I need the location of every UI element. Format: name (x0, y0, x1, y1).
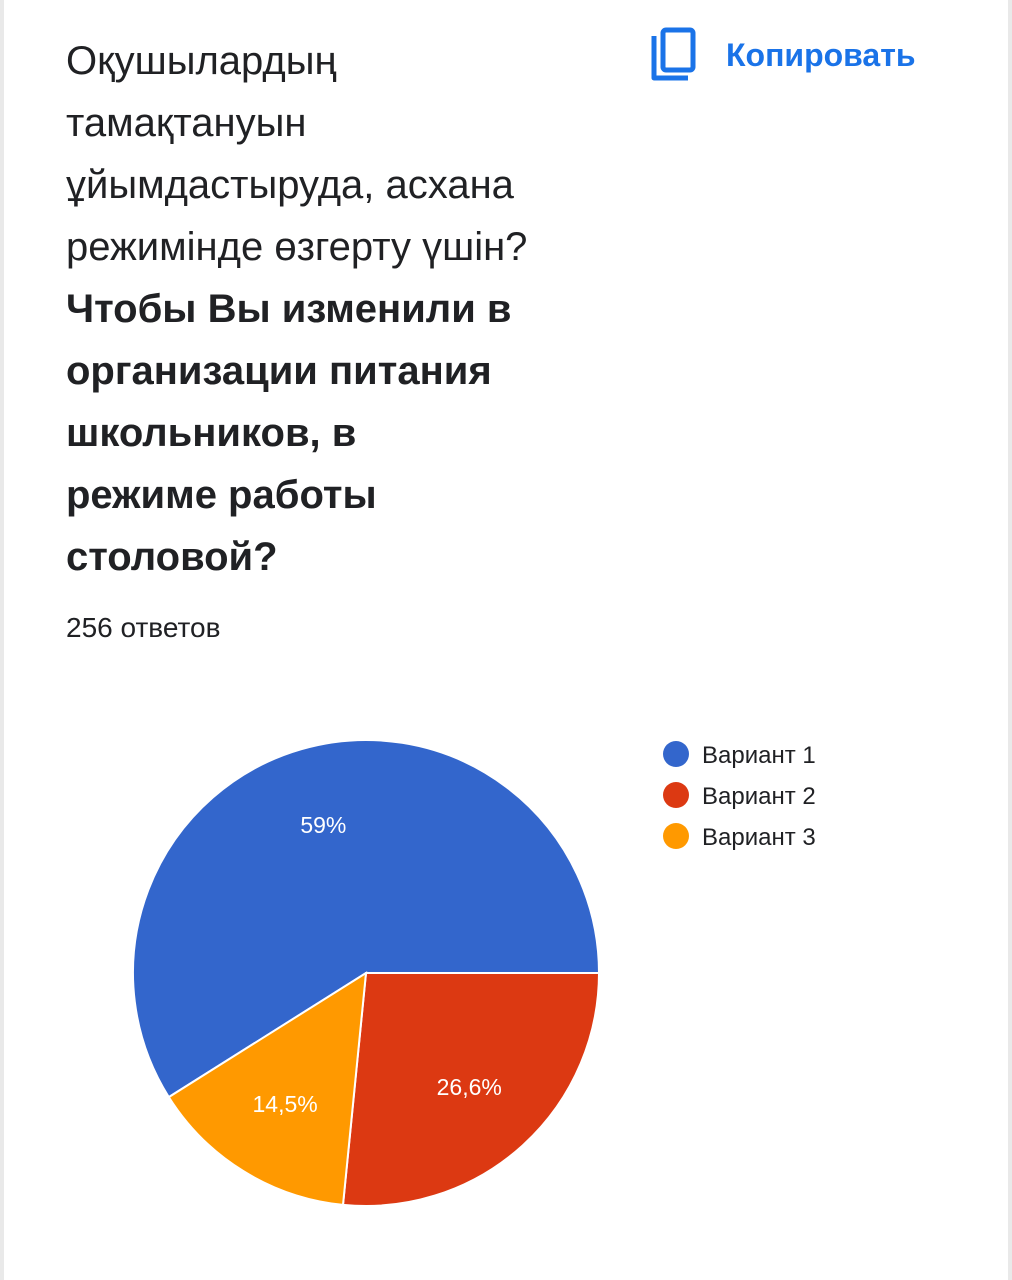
question-line-kk: режимінде өзгерту үшін? (66, 225, 528, 269)
question-line-ru: режиме работы (66, 473, 377, 517)
legend-swatch-3 (663, 823, 689, 849)
copy-icon (651, 27, 696, 81)
question-line-ru: Чтобы Вы изменили в (66, 287, 512, 331)
question-title: Оқушылардың тамақтануын ұйымдастыруда, а… (66, 30, 606, 588)
legend-label-2: Вариант 2 (702, 783, 816, 810)
question-line-ru: школьников, в (66, 411, 357, 455)
pie-slice-3 (167, 971, 368, 1206)
legend-label-1: Вариант 1 (702, 742, 816, 769)
copy-button[interactable]: Копировать (648, 26, 916, 84)
legend-swatch-1 (663, 741, 689, 767)
question-line-kk: ұйымдастыруда, асхана (66, 163, 514, 207)
slice-data-label-2: 26,6% (437, 1074, 502, 1100)
slice-data-label-3: 14,5% (252, 1091, 317, 1117)
responses-count: 256 ответов (66, 612, 221, 643)
pie-slice-1 (132, 739, 601, 1099)
results-card: Оқушылардың тамақтануын ұйымдастыруда, а… (4, 0, 1008, 1280)
question-line-kk: Оқушылардың (66, 39, 337, 83)
question-line-ru: столовой? (66, 535, 278, 579)
legend-swatch-2 (663, 782, 689, 808)
question-line-kk: тамақтануын (66, 101, 307, 145)
question-line-ru: организации питания (66, 349, 492, 393)
legend-label-3: Вариант 3 (702, 824, 816, 851)
pie-chart: 59% 26,6% 14,5% Вариант 1 Вариант 2 Вариант 3 (132, 739, 816, 1207)
pie-slice-2 (341, 972, 601, 1207)
slice-data-label-1: 59% (300, 812, 346, 838)
copy-button-label: Копировать (726, 36, 916, 73)
